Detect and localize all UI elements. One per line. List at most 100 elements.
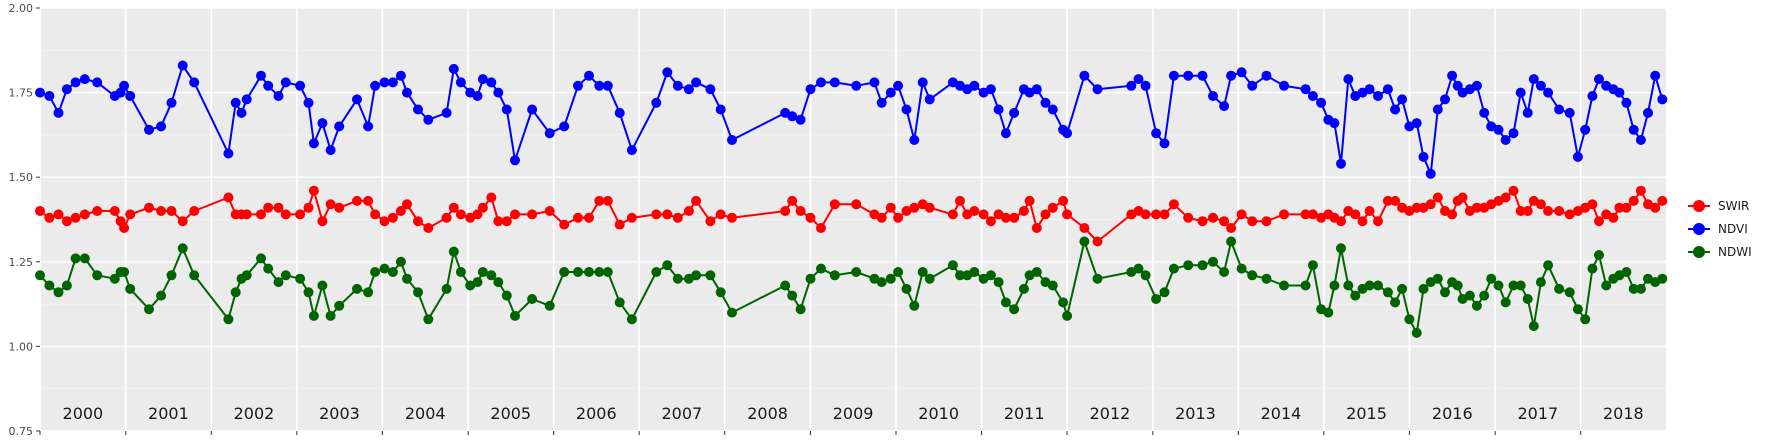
data-point-ndvi [893,80,904,91]
data-point-ndwi [441,283,452,294]
data-point-ndvi [559,121,570,132]
data-point-swir [1522,206,1533,216]
data-point-ndwi [1047,280,1058,291]
data-point-ndwi [1554,283,1565,294]
data-point-ndwi [715,287,726,298]
data-point-swir [1040,209,1051,220]
data-point-swir [1151,209,1162,220]
data-point-swir [486,192,497,203]
data-point-swir [985,216,996,227]
data-point-ndwi [1364,280,1375,291]
data-point-swir [1447,209,1458,220]
data-point-swir [325,199,336,210]
data-point-swir [263,202,274,213]
legend-label: NDVI [1718,222,1748,236]
data-point-swir [1594,216,1604,227]
data-point-ndwi [1390,297,1401,308]
data-point-ndvi [1307,91,1318,101]
data-point-ndvi [1261,70,1272,81]
data-point-ndvi [92,77,103,88]
data-point-ndwi [1159,287,1170,298]
data-point-swir [1208,212,1218,223]
data-point-swir [1183,212,1194,223]
data-point-ndwi [493,277,504,288]
data-point-ndvi [1031,84,1042,95]
x-tick-label: 2003 [319,404,360,423]
data-point-swir [1373,216,1383,227]
data-point-ndwi [1601,280,1612,291]
data-point-swir [1092,236,1103,247]
data-point-ndvi [1382,84,1393,95]
data-point-ndwi [448,246,459,257]
data-point-ndvi [787,111,798,122]
data-point-ndvi [876,97,887,108]
data-point-ndvi [924,94,935,105]
data-point-swir [1554,206,1565,216]
data-point-swir [1236,209,1247,220]
data-point-ndvi [1418,151,1429,162]
data-point-swir [1197,216,1208,227]
data-point-swir [969,206,980,216]
data-point-swir [1000,212,1011,223]
data-point-ndvi [1364,84,1375,95]
data-point-ndvi [273,91,284,101]
data-point-ndvi [352,94,362,105]
data-point-swir [1515,206,1526,216]
data-point-swir [189,206,200,216]
data-point-ndvi [829,77,840,88]
data-point-ndvi [1197,70,1208,81]
data-point-ndwi [1323,307,1334,318]
data-point-ndvi [189,77,200,88]
data-point-ndwi [1500,297,1511,308]
data-point-ndwi [1133,263,1144,274]
data-point-ndvi [230,97,241,108]
data-point-swir [715,209,726,220]
data-point-swir [477,202,488,213]
data-point-ndwi [61,280,72,291]
x-tick-label: 2000 [63,404,104,423]
data-point-swir [614,219,625,230]
data-point-ndwi [189,270,200,281]
data-point-ndvi [1316,97,1327,108]
data-point-ndvi [1614,87,1625,98]
data-point-ndwi [573,267,583,277]
data-point-ndvi [851,80,862,91]
data-point-ndwi [70,253,81,264]
data-point-swir [1457,192,1468,203]
data-point-ndvi [308,138,319,149]
data-point-swir [1261,216,1272,227]
data-point-swir [1219,216,1230,227]
data-point-ndvi [1580,124,1591,135]
data-point-swir [978,209,989,220]
data-point-ndvi [1447,70,1458,81]
data-point-ndvi [1009,107,1020,118]
data-point-ndvi [395,70,406,81]
data-point-ndwi [79,253,90,264]
data-point-ndvi [363,121,374,132]
data-point-ndvi [370,80,381,91]
data-point-ndvi [683,84,694,95]
data-point-ndwi [614,297,625,308]
data-point-ndvi [1047,104,1058,115]
data-point-ndwi [144,304,154,315]
data-point-ndvi [477,74,488,85]
data-point-ndvi [1151,128,1162,139]
data-point-ndwi [273,277,284,288]
x-tick-label: 2001 [148,404,189,423]
data-point-ndvi [1635,135,1646,145]
data-point-ndwi [787,290,798,301]
data-point-ndwi [1432,273,1443,284]
data-point-ndvi [705,84,716,95]
data-point-swir [885,202,896,213]
data-point-swir [61,216,72,227]
data-point-ndvi [1092,84,1103,95]
data-point-swir [1357,216,1368,227]
data-point-ndvi [280,77,291,88]
data-point-ndvi [493,87,504,98]
data-point-swir [119,223,130,233]
data-point-swir [256,209,266,220]
data-point-ndvi [1535,80,1546,91]
data-point-ndwi [727,307,737,318]
data-point-ndwi [303,287,314,298]
